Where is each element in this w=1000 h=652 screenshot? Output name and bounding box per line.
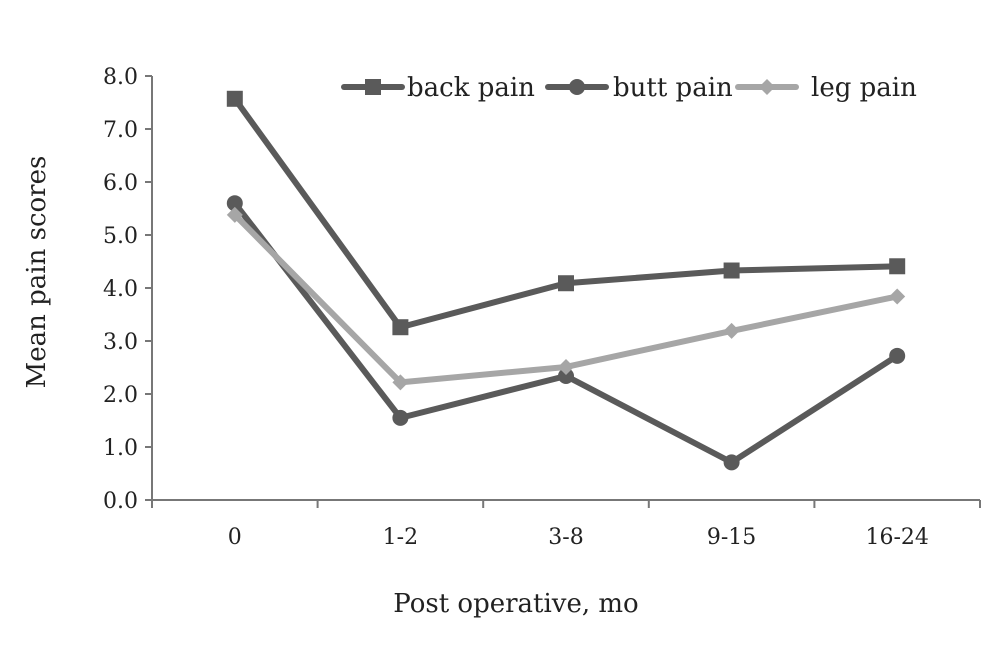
- data-point: [558, 358, 574, 375]
- data-point: [392, 374, 409, 391]
- y-tick-label: 5.0: [103, 224, 138, 249]
- legend-label: leg pain: [811, 73, 917, 103]
- x-tick-label: 1-2: [383, 525, 418, 550]
- data-point: [558, 367, 574, 384]
- series-layer: [226, 90, 906, 471]
- series-butt-pain: [226, 195, 906, 471]
- legend: back pain butt pain leg pain: [341, 73, 917, 103]
- data-point: [558, 275, 574, 292]
- legend-label: back pain: [407, 73, 535, 103]
- data-point: [723, 262, 740, 279]
- data-point: [889, 347, 906, 364]
- legend-item: back pain: [341, 73, 535, 103]
- data-point: [226, 90, 243, 107]
- x-tick-label: 16-24: [865, 525, 928, 550]
- legend-item: leg pain: [735, 73, 917, 103]
- data-point: [889, 288, 906, 305]
- legend-marker: [569, 79, 585, 95]
- y-axis: 0.0 1.0 2.0 3.0 4.0 5.0 6.0 7.0 8.0: [103, 65, 153, 514]
- series-back-pain: [226, 90, 906, 336]
- series-leg-pain: [226, 206, 906, 391]
- y-tick-label: 3.0: [103, 330, 138, 355]
- legend-marker: [759, 79, 775, 95]
- legend-marker: [365, 79, 381, 95]
- x-tick-label: 0: [228, 525, 242, 550]
- series-line: [231, 95, 901, 331]
- y-tick-label: 4.0: [103, 277, 138, 302]
- data-point: [889, 258, 906, 275]
- x-axis-title: Post operative, mo: [393, 589, 638, 619]
- x-tick-label: 9-15: [707, 525, 756, 550]
- y-tick-label: 8.0: [103, 65, 138, 90]
- y-tick-label: 7.0: [103, 118, 138, 143]
- data-point: [226, 195, 243, 212]
- data-point: [723, 322, 740, 339]
- x-axis: 0 1-2 3-8 9-15 16-24: [151, 499, 981, 550]
- legend-item: butt pain: [545, 73, 733, 103]
- data-point: [226, 206, 243, 223]
- x-tick-label: 3-8: [548, 525, 583, 550]
- series-line: [231, 200, 901, 466]
- y-axis-title: Mean pain scores: [22, 156, 52, 389]
- y-tick-label: 1.0: [103, 436, 138, 461]
- data-point: [392, 319, 409, 336]
- y-tick-label: 0.0: [103, 489, 138, 514]
- y-tick-label: 6.0: [103, 171, 138, 196]
- data-point: [723, 454, 740, 471]
- data-point: [392, 409, 409, 426]
- y-tick-label: 2.0: [103, 383, 138, 408]
- legend-label: butt pain: [613, 73, 733, 103]
